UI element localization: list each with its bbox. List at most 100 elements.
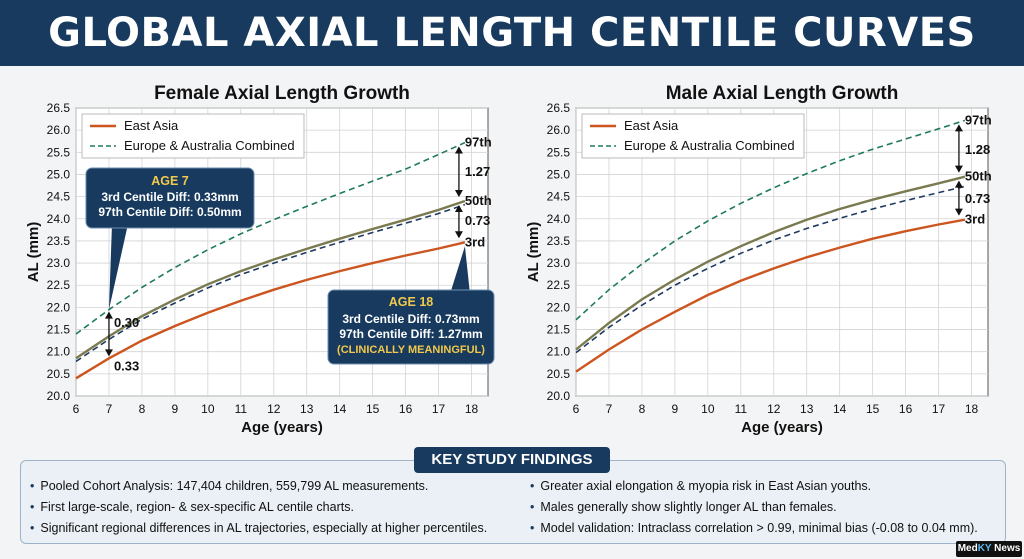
legend-box: [581, 113, 805, 159]
y-tick-label: 24.5: [47, 190, 71, 204]
y-tick-label: 22.5: [547, 278, 571, 292]
y-tick-label: 24.0: [547, 212, 571, 226]
y-tick-label: 20.0: [47, 389, 71, 403]
y-tick-label: 22.0: [547, 300, 571, 314]
arrow-head: [454, 205, 463, 213]
y-tick-label: 23.5: [547, 234, 571, 248]
series-line: [575, 175, 966, 351]
callout-line: 97th Centile Diff: 0.50mm: [98, 205, 241, 219]
x-tick-label: 6: [73, 402, 80, 416]
callout-line: 97th Centile Diff: 1.27mm: [339, 327, 482, 341]
female-chart: 6 7 8 9 10 11 12 13 14 15 16 17 18 20.0 20.5 21.0 21.5 22…: [25, 83, 495, 436]
y-tick-label: 23.0: [547, 256, 571, 270]
arrow-head: [104, 311, 113, 319]
x-tick-label: 7: [606, 402, 613, 416]
y-tick-label: 25.5: [47, 145, 71, 159]
x-axis-label: Age (years): [241, 419, 323, 436]
series-line: [75, 141, 466, 335]
y-tick-label: 20.5: [547, 367, 571, 381]
x-tick-label: 12: [267, 402, 281, 416]
centile-label: 97th: [965, 112, 992, 127]
x-tick-label: 7: [106, 402, 113, 416]
medky-news-logo: MedKY News: [956, 541, 1022, 557]
arrow-head: [954, 208, 963, 216]
chart-title: Female Axial Length Growth: [154, 83, 410, 104]
arrow-head: [454, 231, 463, 239]
callout-pointer: [108, 224, 128, 310]
x-tick-label: 11: [735, 402, 748, 416]
page-title: GLOBAL AXIAL LENGTH CENTILE CURVES: [48, 10, 976, 56]
finding-item: Males generally show slightly longer AL …: [530, 497, 978, 518]
y-tick-label: 25.5: [547, 145, 571, 159]
title-banner: [0, 0, 1024, 66]
y-tick-label: 25.0: [547, 167, 571, 181]
centile-label: 3rd: [465, 234, 485, 249]
y-tick-label: 26.5: [547, 101, 571, 115]
legend-label: East Asia: [124, 118, 179, 133]
series-line: [575, 185, 966, 354]
x-tick-label: 6: [573, 402, 580, 416]
diff-label: 1.27: [465, 164, 490, 179]
centile-label: 3rd: [965, 212, 985, 227]
callout-title: AGE 18: [389, 295, 434, 309]
male-chart: 6 7 8 9 10 11 12 13 14 15 16 17 18 20.0 20.5 21.0 21.5 22…: [525, 83, 992, 436]
callout-title: AGE 7: [151, 174, 189, 188]
finding-item: Significant regional differences in AL t…: [30, 518, 487, 539]
x-tick-label: 9: [672, 402, 679, 416]
y-tick-label: 22.5: [47, 278, 71, 292]
x-tick-label: 17: [932, 402, 946, 416]
diff-label: 0.73: [465, 213, 490, 228]
finding-item: Model validation: Intraclass correlation…: [530, 518, 977, 539]
y-tick-label: 26.5: [47, 101, 71, 115]
y-tick-label: 20.5: [47, 367, 71, 381]
y-tick-label: 21.5: [547, 323, 571, 337]
x-tick-label: 8: [139, 402, 146, 416]
callout-line: 3rd Centile Diff: 0.33mm: [101, 190, 238, 204]
x-tick-label: 8: [639, 402, 646, 416]
x-tick-label: 12: [767, 402, 781, 416]
x-tick-label: 18: [465, 402, 479, 416]
diff-label: 0.30: [114, 315, 139, 330]
x-tick-label: 10: [201, 402, 215, 416]
arrow-head: [454, 146, 463, 154]
callout-box: [85, 167, 255, 229]
centile-label: 50th: [965, 169, 992, 184]
x-tick-label: 14: [833, 402, 847, 416]
findings-right-list: Greater axial elongation & myopia risk i…: [530, 476, 978, 539]
callout-line: (CLINICALLY MEANINGFUL): [337, 344, 485, 356]
y-tick-label: 21.5: [47, 323, 71, 337]
y-tick-label: 21.0: [547, 345, 571, 359]
series-line: [75, 241, 466, 380]
diff-label: 0.33: [114, 358, 139, 373]
y-tick-label: 26.0: [547, 123, 571, 137]
finding-item: First large-scale, region- & sex-specifi…: [30, 497, 487, 518]
findings-title: KEY STUDY FINDINGS: [414, 447, 610, 473]
callout-line: 3rd Centile Diff: 0.73mm: [342, 312, 479, 326]
centile-label: 97th: [465, 135, 492, 150]
x-tick-label: 16: [399, 402, 413, 416]
legend-label: Europe & Australia Combined: [124, 138, 295, 153]
callout-box: [327, 289, 495, 365]
x-tick-label: 10: [701, 402, 715, 416]
x-tick-label: 15: [866, 402, 880, 416]
legend: East Asia Europe & Australia Combined: [81, 113, 305, 159]
x-tick-label: 15: [366, 402, 380, 416]
y-axis-label: AL (mm): [525, 222, 542, 283]
y-tick-label: 23.0: [47, 256, 71, 270]
arrow-head: [954, 180, 963, 188]
arrow-head: [954, 124, 963, 132]
finding-item: Pooled Cohort Analysis: 147,404 children…: [30, 476, 487, 497]
arrow-head: [954, 165, 963, 173]
x-tick-label: 13: [300, 402, 314, 416]
callout-pointer: [450, 246, 470, 294]
legend-box: [81, 113, 305, 159]
y-tick-label: 26.0: [47, 123, 71, 137]
legend: East Asia Europe & Australia Combined: [581, 113, 805, 159]
y-axis-label: AL (mm): [25, 222, 42, 283]
series-line: [75, 199, 466, 360]
y-tick-label: 24.5: [547, 190, 571, 204]
x-tick-label: 16: [899, 402, 913, 416]
x-tick-label: 9: [172, 402, 179, 416]
